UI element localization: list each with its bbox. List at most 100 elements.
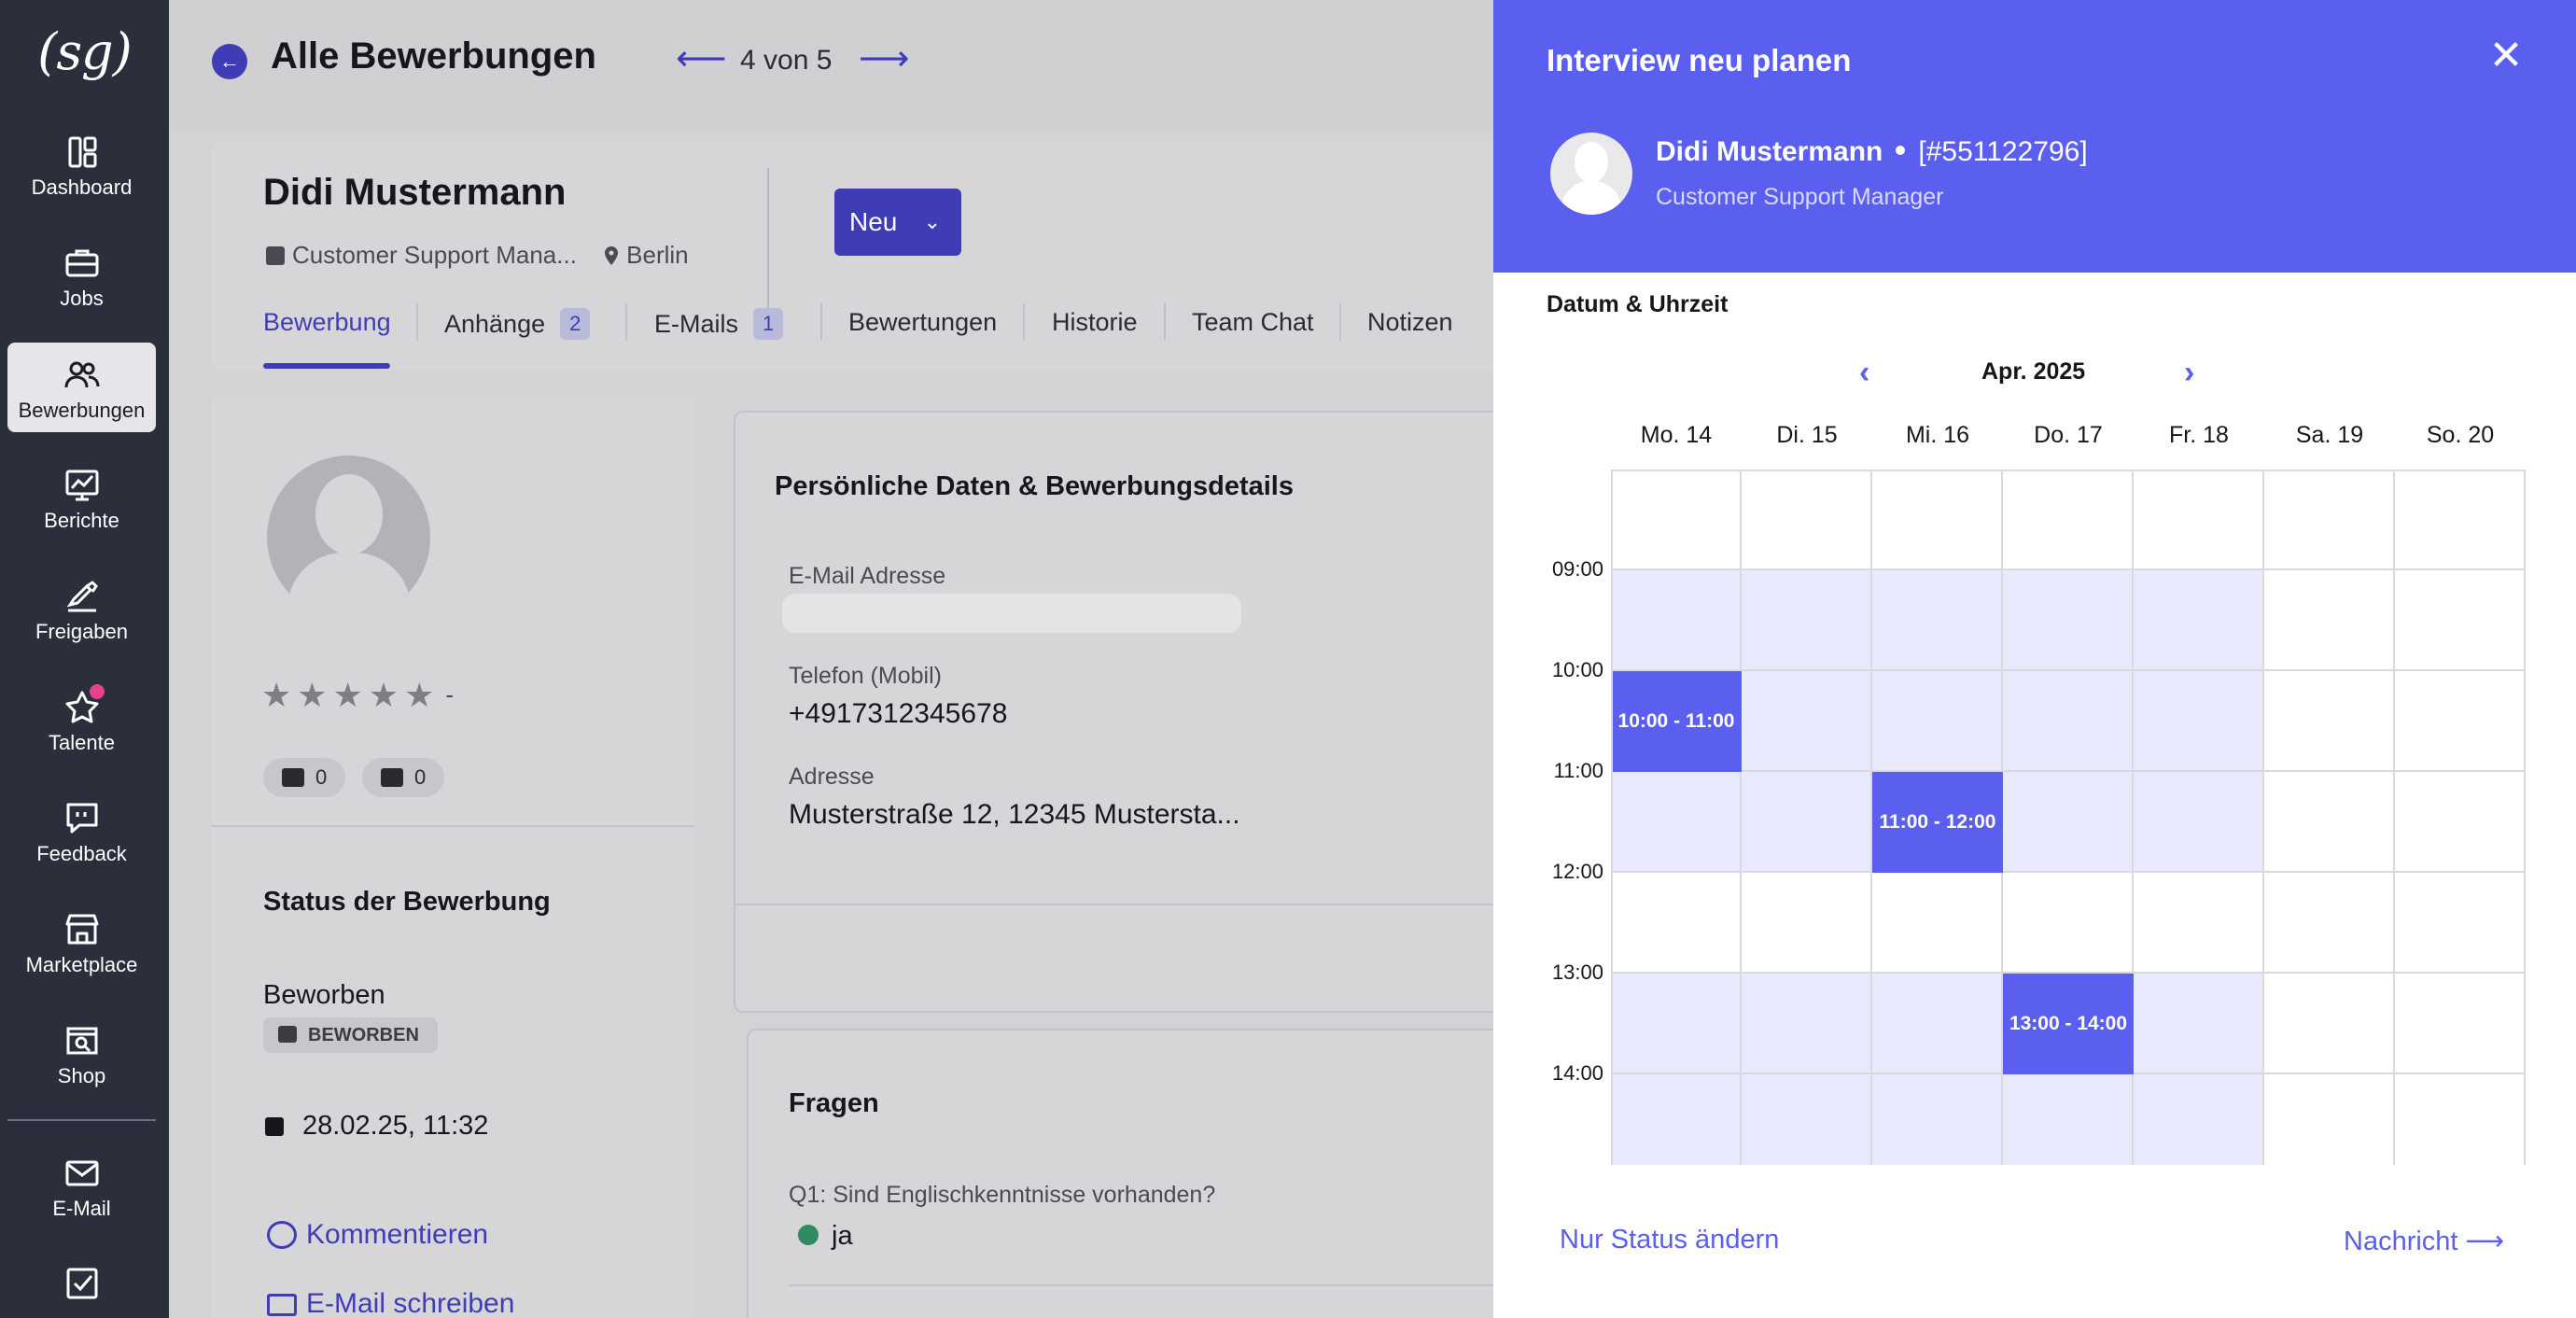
time-slot[interactable]: 10:00 - 11:00 (1611, 671, 1742, 772)
calendar-grid[interactable]: 10:00 - 11:00 11:00 - 12:00 13:00 - 14:00 (1611, 470, 2526, 1165)
previous-application-arrow-icon[interactable]: ⟵ (676, 39, 727, 78)
calendar-day-header: Fr. 18 (2169, 422, 2229, 448)
calendar-cell[interactable] (2395, 470, 2526, 570)
app-logo[interactable]: (sg) (37, 22, 132, 81)
calendar-cell[interactable] (1872, 1074, 2003, 1165)
tab-separator (1339, 303, 1341, 341)
calendar-cell[interactable] (1742, 570, 1872, 671)
count-badge: 1 (753, 308, 784, 340)
shop-search-icon (66, 1027, 98, 1055)
calendar-cell[interactable] (2395, 974, 2526, 1074)
calendar-cell[interactable] (1742, 772, 1872, 873)
calendar-cell[interactable] (1742, 470, 1872, 570)
time-slot[interactable]: 11:00 - 12:00 (1872, 772, 2003, 873)
calendar-cell[interactable] (2264, 873, 2395, 974)
close-icon[interactable]: ✕ (2488, 33, 2524, 78)
chevron-left-icon[interactable]: ‹ (1859, 355, 1870, 390)
tab-bewertungen[interactable]: Bewertungen (848, 308, 997, 337)
calendar-cell[interactable] (1611, 1074, 1742, 1165)
phone-value[interactable]: +4917312345678 (789, 698, 1008, 729)
upvote-button[interactable]: 0 (263, 758, 345, 797)
calendar-cell[interactable] (2395, 873, 2526, 974)
calendar-cell[interactable] (1742, 873, 1872, 974)
tab-emails[interactable]: E-Mails 1 (654, 308, 784, 340)
sidebar-item-bewerbungen[interactable]: Bewerbungen (7, 343, 156, 432)
time-slot[interactable]: 13:00 - 14:00 (2003, 974, 2134, 1074)
back-button[interactable]: ← (212, 44, 247, 79)
sidebar-item-tasks[interactable] (7, 1251, 156, 1318)
calendar-cell[interactable] (2264, 470, 2395, 570)
calendar-cell[interactable] (1611, 974, 1742, 1074)
calendar-cell[interactable] (2395, 671, 2526, 772)
calendar-cell[interactable] (1611, 470, 1742, 570)
sidebar-item-berichte[interactable]: Berichte (7, 453, 156, 542)
downvote-button[interactable]: 0 (362, 758, 444, 797)
calendar-cell[interactable] (1872, 873, 2003, 974)
tab-historie[interactable]: Historie (1052, 308, 1138, 337)
calendar-cell[interactable] (2264, 671, 2395, 772)
status-dropdown[interactable]: Neu ⌄ (834, 189, 961, 256)
email-label: E-Mail Adresse (789, 563, 946, 589)
sidebar-item-jobs[interactable]: Jobs (7, 231, 156, 320)
profile-divider (211, 825, 694, 827)
report-chart-icon (65, 470, 99, 501)
sidebar-item-talente[interactable]: Talente (7, 675, 156, 764)
calendar-cell[interactable] (1742, 974, 1872, 1074)
sidebar-item-marketplace[interactable]: Marketplace (7, 897, 156, 987)
calendar-cell[interactable] (2003, 671, 2134, 772)
calendar-cell[interactable] (2395, 570, 2526, 671)
calendar-cell[interactable] (2264, 1074, 2395, 1165)
calendar-cell[interactable] (2264, 974, 2395, 1074)
calendar-cell[interactable] (2003, 772, 2134, 873)
briefcase-icon (65, 249, 99, 277)
star-rating[interactable]: ★★★★★ - (261, 676, 455, 714)
message-button[interactable]: Nachricht ⟶ (2344, 1225, 2504, 1257)
personal-divider (734, 904, 1574, 905)
calendar-cell[interactable] (1611, 570, 1742, 671)
sidebar-item-freigaben[interactable]: Freigaben (7, 564, 156, 653)
tab-separator (1023, 303, 1025, 341)
calendar-cell[interactable] (2134, 1074, 2264, 1165)
tab-anhaenge[interactable]: Anhänge 2 (444, 308, 591, 340)
tab-bewerbung[interactable]: Bewerbung (263, 308, 391, 337)
tab-separator (1164, 303, 1166, 341)
calendar-cell[interactable] (1872, 470, 2003, 570)
write-email-link[interactable]: E-Mail schreiben (267, 1288, 514, 1318)
calendar-cell[interactable] (1611, 772, 1742, 873)
calendar-cell[interactable] (1611, 873, 1742, 974)
calendar-cell[interactable] (2003, 873, 2134, 974)
calendar-cell[interactable] (2134, 570, 2264, 671)
calendar-cell[interactable] (1872, 671, 2003, 772)
tab-label: Historie (1052, 308, 1138, 336)
calendar-cell[interactable] (2264, 570, 2395, 671)
calendar-cell[interactable] (2395, 1074, 2526, 1165)
comment-link[interactable]: Kommentieren (267, 1219, 488, 1251)
calendar-cell[interactable] (2134, 470, 2264, 570)
calendar-cell[interactable] (1742, 671, 1872, 772)
sidebar-item-email[interactable]: E-Mail (7, 1141, 156, 1230)
calendar-cell[interactable] (2134, 772, 2264, 873)
sidebar-item-shop[interactable]: Shop (7, 1008, 156, 1098)
calendar-cell[interactable] (2395, 772, 2526, 873)
calendar-cell[interactable] (2003, 1074, 2134, 1165)
tab-label: Bewertungen (848, 308, 998, 336)
sidebar-item-dashboard[interactable]: Dashboard (7, 119, 156, 209)
calendar-cell[interactable] (2264, 772, 2395, 873)
chevron-right-icon[interactable]: › (2184, 355, 2195, 390)
sidebar-item-feedback[interactable]: Feedback (7, 786, 156, 876)
tab-notizen[interactable]: Notizen (1367, 308, 1453, 337)
calendar-cell[interactable] (2134, 671, 2264, 772)
calendar-cell[interactable] (1872, 570, 2003, 671)
calendar-cell[interactable] (1742, 1074, 1872, 1165)
status-only-link[interactable]: Nur Status ändern (1560, 1225, 1780, 1255)
calendar-cell[interactable] (2134, 873, 2264, 974)
next-application-arrow-icon[interactable]: ⟶ (859, 39, 910, 78)
calendar-cell[interactable] (1872, 974, 2003, 1074)
sidebar-item-label: Jobs (60, 287, 104, 310)
calendar-cell[interactable] (2003, 570, 2134, 671)
sidebar-item-label: Marketplace (25, 953, 138, 976)
tab-team-chat[interactable]: Team Chat (1192, 308, 1314, 337)
calendar-cell[interactable] (2003, 470, 2134, 570)
modal-candidate: Didi Mustermann [#551122796] (1656, 136, 2088, 168)
calendar-cell[interactable] (2134, 974, 2264, 1074)
